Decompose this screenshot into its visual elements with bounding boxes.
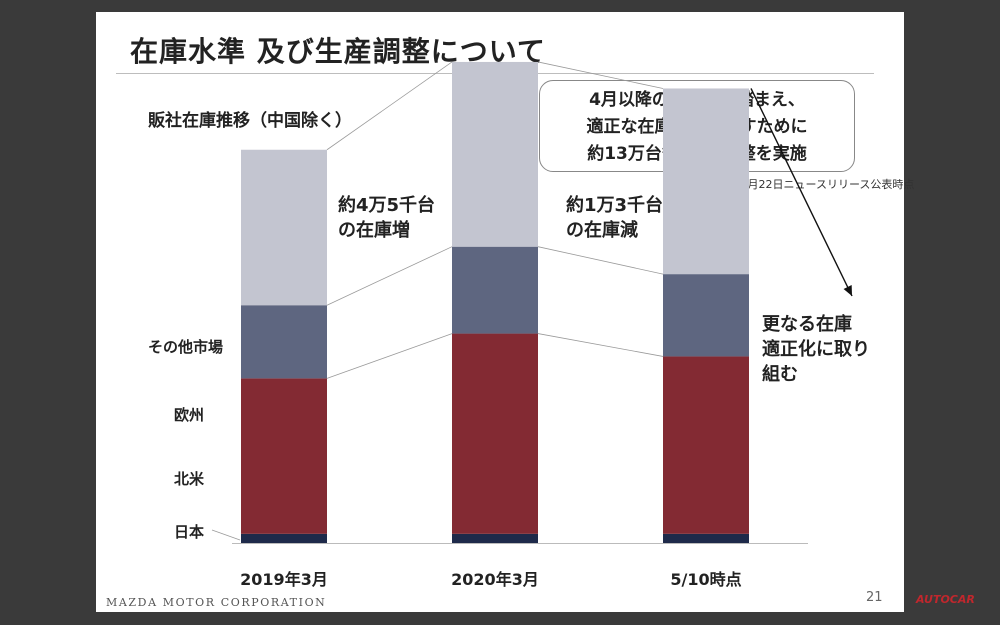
inventory-increase-annotation: 約4万5千台 の在庫増 xyxy=(338,193,435,243)
bar-segment-other-2020 xyxy=(452,61,538,247)
connector-line-north-america-2020 xyxy=(537,333,664,357)
bar-segment-north-america-2020 xyxy=(452,333,538,534)
bar-segment-other-may10 xyxy=(663,88,749,275)
bar-segment-japan-2020 xyxy=(452,533,538,543)
japan-leader-line xyxy=(211,529,241,541)
chart-subtitle: 販社在庫推移（中国除く） xyxy=(148,111,352,131)
corporation-name: MAZDA MOTOR CORPORATION xyxy=(106,596,327,609)
bar-segment-north-america-may10 xyxy=(663,356,749,534)
legend-label-north-america: 北米 xyxy=(174,470,205,488)
connector-line-europe-2020 xyxy=(537,246,664,275)
x-tick-label-may10: 5/10時点 xyxy=(670,570,742,589)
bar-segment-japan-may10 xyxy=(663,533,749,543)
further-line-3: 組む xyxy=(762,364,798,385)
increase-line-1: 約4万5千台 xyxy=(338,195,436,216)
legend-label-europe: 欧州 xyxy=(174,406,205,424)
inventory-decrease-annotation: 約1万3千台 の在庫減 xyxy=(566,193,663,243)
autocar-watermark: AUTOCAR xyxy=(916,593,975,606)
reduction-arrow-line xyxy=(750,88,853,297)
bar-segment-europe-2019 xyxy=(241,305,327,379)
page-number: 21 xyxy=(866,590,883,605)
connector-line-other-2019 xyxy=(326,61,453,151)
further-optimization-annotation: 更なる在庫 適正化に取り 組む xyxy=(762,312,870,387)
further-line-2: 適正化に取り xyxy=(762,339,870,360)
connector-line-other-2020 xyxy=(537,61,664,89)
legend-label-japan: 日本 xyxy=(174,523,205,541)
bar-segment-other-2019 xyxy=(241,149,327,306)
bar-segment-north-america-2019 xyxy=(241,378,327,534)
reduction-arrow-head xyxy=(843,285,852,296)
decrease-line-2: の在庫減 xyxy=(566,220,638,241)
bar-segment-japan-2019 xyxy=(241,533,327,543)
bar-segment-europe-may10 xyxy=(663,274,749,357)
bar-segment-europe-2020 xyxy=(452,246,538,334)
increase-line-2: の在庫増 xyxy=(338,220,410,241)
decrease-line-1: 約1万3千台 xyxy=(566,195,664,216)
further-line-1: 更なる在庫 xyxy=(762,314,852,335)
connector-line-europe-2019 xyxy=(326,246,453,306)
footnote: ＊ 4月22日ニュースリリース公表時点 xyxy=(726,178,915,191)
connector-line-north-america-2019 xyxy=(326,333,453,379)
x-tick-label-2019: 2019年3月 xyxy=(240,570,328,589)
legend-label-other: その他市場 xyxy=(148,338,224,356)
x-tick-label-2020: 2020年3月 xyxy=(451,570,539,589)
